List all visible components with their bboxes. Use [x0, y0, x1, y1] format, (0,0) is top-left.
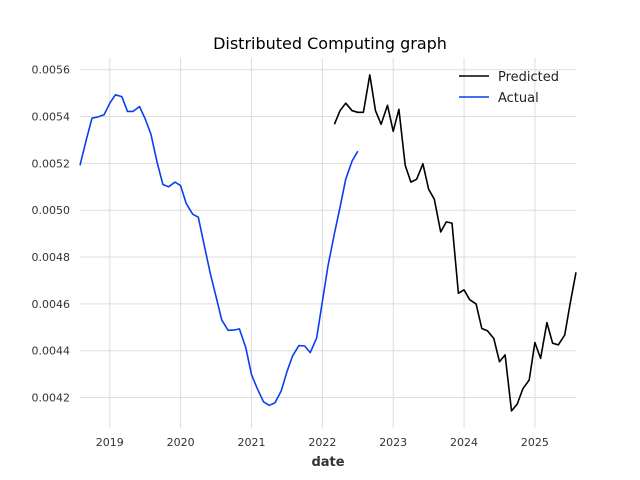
y-tick-label: 0.0056	[32, 64, 71, 77]
series-line-predicted	[333, 74, 577, 412]
y-tick-label: 0.0044	[32, 345, 71, 358]
y-tick-label: 0.0048	[32, 251, 71, 264]
x-tick-label: 2023	[379, 436, 407, 449]
chart-title: Distributed Computing graph	[213, 34, 447, 53]
x-tick-label: 2025	[521, 436, 549, 449]
series-lines	[79, 74, 577, 412]
y-tick-label: 0.0054	[32, 111, 71, 124]
x-tick-label: 2024	[450, 436, 478, 449]
legend-label-actual: Actual	[498, 91, 539, 106]
x-tick-label: 2020	[167, 436, 195, 449]
y-tick-label: 0.0042	[32, 392, 71, 405]
y-tick-label: 0.0052	[32, 157, 71, 170]
grid	[80, 58, 576, 428]
y-tick-label: 0.0050	[32, 204, 71, 217]
y-tick-label: 0.0046	[32, 298, 71, 311]
x-tick-label: 2019	[96, 436, 124, 449]
x-axis-label: date	[311, 455, 344, 470]
x-tick-label: 2022	[308, 436, 336, 449]
legend-label-predicted: Predicted	[498, 70, 559, 85]
axis-ticks: 2019 2020 2021 2022 2023 2024 2025 0.0042 0.0044…	[32, 64, 549, 449]
series-line-actual	[79, 94, 359, 407]
legend: Predicted Actual	[459, 70, 559, 106]
x-tick-label: 2021	[237, 436, 265, 449]
